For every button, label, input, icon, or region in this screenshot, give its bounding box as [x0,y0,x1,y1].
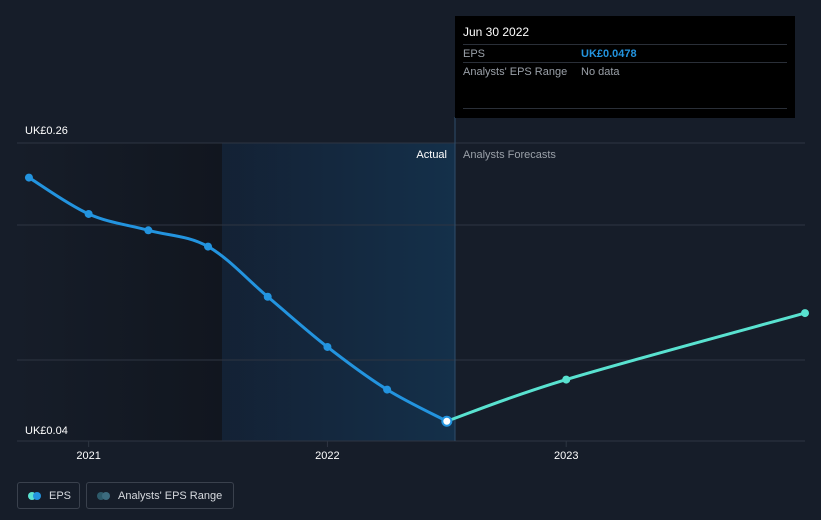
eps-series-line [27,176,449,423]
eps-data-point[interactable] [204,242,213,251]
eps-data-point[interactable] [144,226,153,235]
eps-forecast-line [445,311,807,423]
y-label-bottom: UK£0.04 [25,425,68,437]
x-tick-label: 2021 [76,450,100,462]
tooltip-row-eps: EPS UK£0.0478 [463,44,787,62]
legend-eps[interactable]: EPS [17,482,80,509]
tooltip-row-range: Analysts' EPS Range No data [463,62,787,80]
tooltip-eps-value: UK£0.0478 [581,47,637,60]
range-legend-icon [97,491,110,500]
y-label-top: UK£0.26 [25,125,68,137]
x-tick-label: 2023 [554,450,578,462]
tooltip-eps-label: EPS [463,47,486,60]
eps-forecast-point[interactable] [801,309,809,318]
legend-range[interactable]: Analysts' EPS Range [86,482,234,509]
eps-data-point[interactable] [24,173,33,182]
eps-data-point[interactable] [263,292,272,301]
past-shade [17,143,222,441]
actual-label: Actual [416,149,447,161]
forecast-label: Analysts Forecasts [463,149,556,161]
actual-highlight [222,143,455,441]
x-tick-label: 2022 [315,450,339,462]
eps-data-point[interactable] [84,209,93,218]
highlight-point[interactable] [441,415,453,427]
eps-legend-icon [28,491,41,500]
eps-forecast-point[interactable] [562,375,571,384]
tooltip-separator [463,108,787,109]
tooltip: Jun 30 2022 EPS UK£0.0478 Analysts' EPS … [455,16,795,118]
eps-data-point[interactable] [383,385,392,394]
legend-range-label: Analysts' EPS Range [118,489,223,502]
tooltip-date: Jun 30 2022 [463,25,530,39]
legend-eps-label: EPS [49,489,72,502]
tooltip-range-value: No data [581,65,620,78]
tooltip-range-label: Analysts' EPS Range [463,65,568,78]
eps-data-point[interactable] [323,342,332,351]
